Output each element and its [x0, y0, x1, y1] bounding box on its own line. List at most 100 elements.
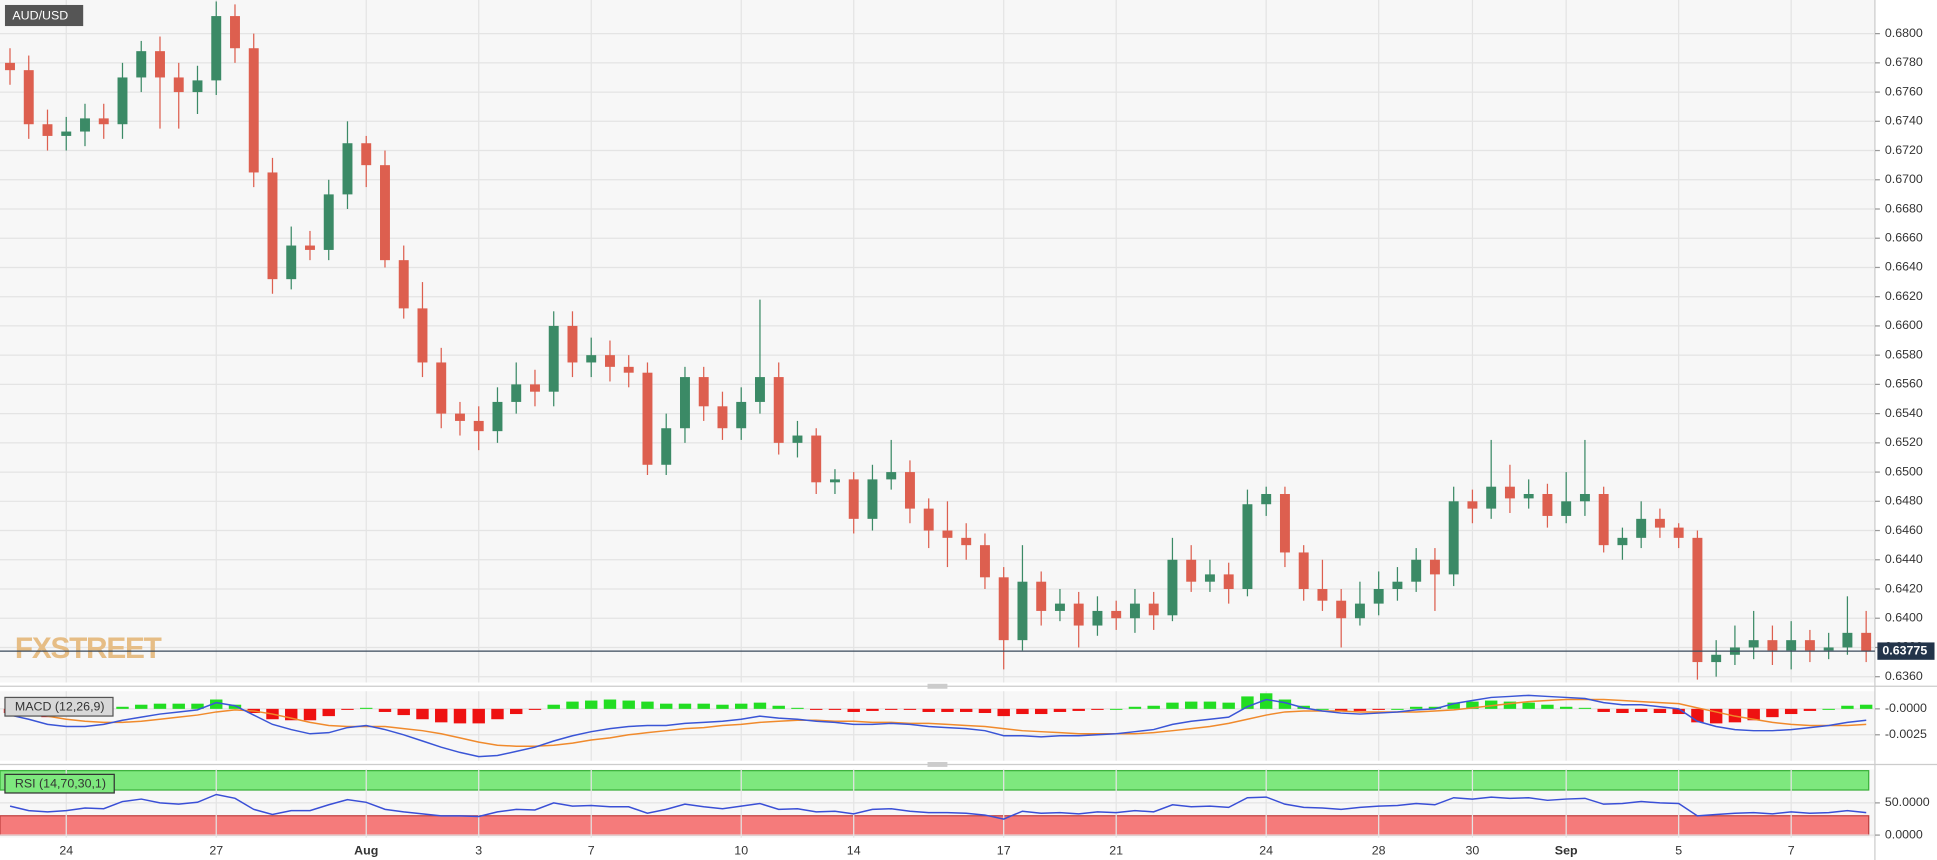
y-tick-label: 0.6740: [1885, 114, 1923, 128]
candle-body: [1242, 504, 1253, 590]
y-tick-label: 0.6500: [1885, 464, 1923, 478]
candle-body: [848, 479, 859, 519]
candle-body: [455, 413, 465, 421]
y-tick-label: 0.6540: [1885, 406, 1923, 420]
histogram-bar: [1447, 702, 1460, 709]
candle-body: [155, 51, 165, 78]
histogram-bar: [753, 702, 767, 709]
candle-body: [1767, 640, 1778, 651]
y-tick-label: 0.6680: [1885, 201, 1923, 215]
histogram-bar: [172, 703, 185, 709]
candle-body: [1748, 640, 1759, 648]
histogram-bar: [1503, 701, 1517, 709]
histogram-bar: [791, 707, 804, 709]
candle-body: [1279, 494, 1290, 553]
candle-body: [1861, 632, 1872, 652]
y-tick-label: 0.6520: [1885, 435, 1923, 449]
candle-body: [829, 479, 840, 483]
candle-body: [661, 428, 672, 465]
histogram-bar: [341, 708, 354, 710]
candle-body: [473, 420, 484, 432]
histogram-bar: [866, 708, 879, 711]
indicator-label-box: [4, 696, 114, 717]
histogram-bar: [1203, 701, 1217, 709]
histogram-bar: [303, 708, 317, 721]
y-tick-label: 0.6620: [1885, 289, 1923, 303]
candle-body: [1673, 527, 1684, 538]
histogram-bar: [1559, 706, 1573, 709]
y-tick-label: -0.0025: [1885, 727, 1927, 741]
candle-body: [173, 77, 184, 93]
histogram-bar: [622, 700, 635, 709]
histogram-bar: [1484, 700, 1498, 709]
oversold-zone: [0, 815, 1870, 836]
x-tick-label: 5: [1675, 844, 1682, 858]
y-tick-label: 0.6400: [1885, 611, 1923, 625]
histogram-bar: [884, 708, 898, 710]
candle-body: [248, 48, 259, 173]
candle-body: [773, 377, 784, 443]
candle-body: [1223, 574, 1234, 590]
histogram-bar: [1634, 708, 1648, 712]
y-tick-label: 0.6600: [1885, 318, 1923, 332]
histogram-bar: [1391, 708, 1404, 710]
histogram-bar: [360, 707, 373, 709]
histogram-bar: [847, 708, 860, 712]
candle-body: [1636, 518, 1647, 538]
histogram-bar: [1766, 708, 1779, 718]
histogram-bar: [210, 699, 223, 709]
candle-body: [867, 479, 878, 519]
candle-body: [1354, 603, 1365, 619]
histogram-bar: [1184, 701, 1198, 709]
histogram-bar: [1316, 708, 1329, 710]
candle-body: [1523, 494, 1534, 499]
candle-body: [698, 377, 709, 407]
last-price-label: 0.63775: [1882, 643, 1927, 657]
histogram-bar: [397, 708, 410, 716]
candle-body: [1842, 632, 1853, 648]
resize-handle[interactable]: [927, 683, 948, 689]
x-tick-label: 7: [1788, 844, 1795, 858]
candle-body: [1786, 640, 1797, 651]
candle-body: [1392, 581, 1403, 590]
histogram-bar: [1859, 704, 1873, 709]
histogram-bar: [416, 708, 429, 720]
chart-title: AUD/USD: [12, 8, 68, 22]
histogram-bar: [1034, 708, 1048, 715]
candle-body: [117, 77, 128, 125]
candle-body: [1036, 581, 1047, 611]
candle-body: [1654, 518, 1665, 528]
last-price-box: [1877, 642, 1935, 660]
y-tick-label: 0.6640: [1885, 260, 1923, 274]
x-tick-label: 27: [209, 844, 223, 858]
resize-handle[interactable]: [927, 761, 948, 767]
y-tick-label: 0.6460: [1885, 523, 1923, 537]
histogram-bar: [510, 708, 523, 715]
candle-body: [80, 118, 90, 132]
candle-body: [1579, 494, 1590, 502]
histogram-bar: [566, 701, 579, 709]
candle-body: [1373, 589, 1384, 604]
histogram-bar: [1278, 699, 1292, 709]
indicator-title: RSI (14,70,30,1): [15, 777, 106, 791]
candle-body: [1411, 559, 1422, 582]
candle-body: [754, 377, 765, 402]
candle-body: [1186, 559, 1197, 582]
candle-body: [305, 245, 315, 250]
candle-body: [192, 80, 203, 93]
histogram-bar: [1803, 708, 1817, 711]
candle-body: [380, 165, 390, 261]
histogram-bar: [1109, 708, 1123, 710]
candle-body: [679, 377, 690, 429]
histogram-bar: [1259, 693, 1273, 709]
candle-body: [567, 325, 578, 363]
candle-body: [623, 366, 634, 373]
macd-panel: [0, 691, 1875, 761]
candle-body: [904, 472, 915, 509]
candle-body: [1204, 574, 1215, 582]
candle-body: [1054, 603, 1065, 611]
histogram-bar: [528, 708, 542, 710]
indicator-label-box: [4, 773, 115, 794]
histogram-bar: [810, 708, 823, 710]
